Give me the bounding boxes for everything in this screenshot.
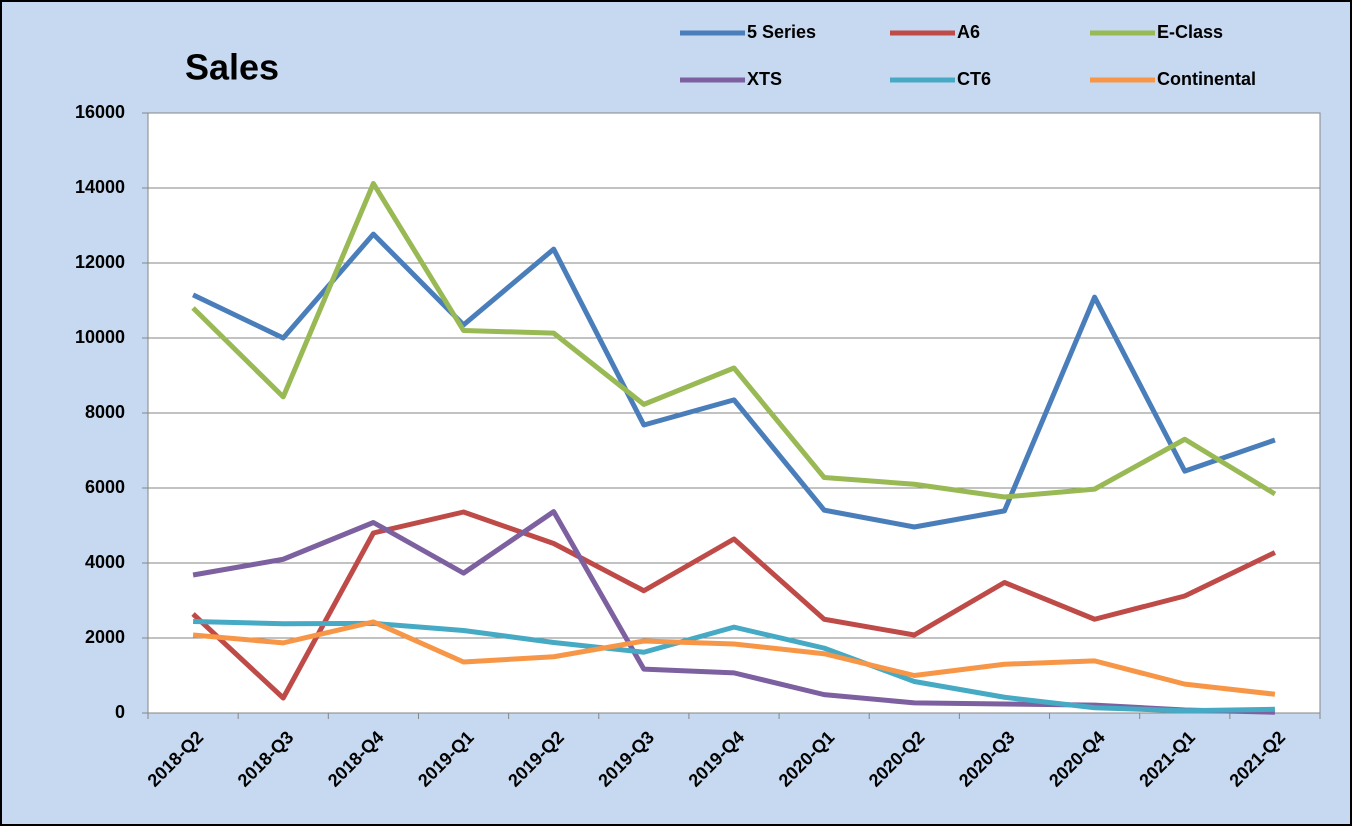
chart-title: Sales <box>185 47 279 88</box>
y-tick-label: 2000 <box>85 627 125 647</box>
y-tick-label: 8000 <box>85 402 125 422</box>
series-line <box>191 509 1277 701</box>
y-tick-label: 4000 <box>85 552 125 572</box>
legend-label: XTS <box>747 69 782 89</box>
series-line <box>192 509 1275 715</box>
y-tick-label: 6000 <box>85 477 125 497</box>
legend-label: Continental <box>1157 69 1256 89</box>
legend-label: E-Class <box>1157 22 1223 42</box>
y-tick-label: 10000 <box>75 327 125 347</box>
legend-label: A6 <box>957 22 980 42</box>
series-line <box>191 231 1276 530</box>
y-tick-label: 14000 <box>75 177 125 197</box>
legend-label: CT6 <box>957 69 991 89</box>
y-tick-label: 12000 <box>75 252 125 272</box>
series-line <box>191 181 1277 500</box>
series-line <box>192 619 1276 697</box>
y-tick-label: 0 <box>115 702 125 722</box>
legend-label: 5 Series <box>747 22 816 42</box>
y-tick-label: 16000 <box>75 102 125 122</box>
